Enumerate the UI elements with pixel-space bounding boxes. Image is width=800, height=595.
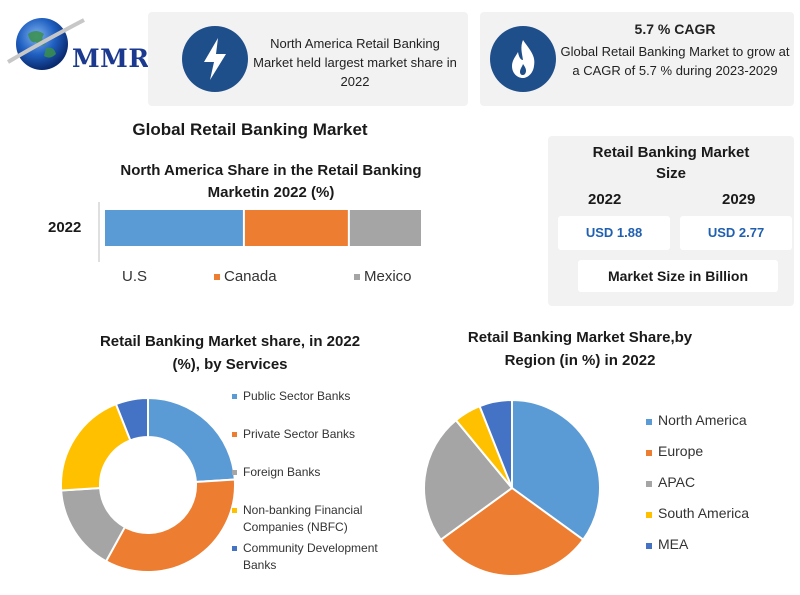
legend-foreign-banks: Foreign Banks <box>243 465 321 479</box>
legend-swatch <box>232 470 237 475</box>
slice-community-development-banks <box>114 398 149 442</box>
stacked-bar-title: North America Share in the Retail Bankin… <box>120 162 422 201</box>
slice-non-banking-financial-companies-nbfc <box>60 402 132 492</box>
slice-private-sector-banks <box>104 478 236 573</box>
slice-public-sector-banks <box>147 398 236 484</box>
stacked-bar-chart <box>98 202 421 262</box>
legend-mea: MEA <box>658 536 689 552</box>
legend-north-america: North America <box>658 412 747 428</box>
globe-icon <box>6 18 85 70</box>
legend-swatch-mexico <box>354 274 360 280</box>
info-card-text: Global Retail Banking Market to grow at … <box>560 44 790 78</box>
legend-mexico: Mexico <box>364 268 412 285</box>
bar-category-label: 2022 <box>48 219 82 236</box>
legend-swatch <box>646 543 652 549</box>
legend-swatch <box>646 419 652 425</box>
info-card-text: North America Retail Banking Market held… <box>253 36 457 89</box>
legend-swatch <box>646 512 652 518</box>
legend-us: U.S <box>122 268 148 285</box>
bar-segment-u-s <box>105 210 243 246</box>
year-2029-label: 2029 <box>722 191 756 208</box>
legend-community-development-banks: Community Development Banks <box>243 541 378 572</box>
slice-europe <box>439 486 585 577</box>
stacked-bar-legend: U.S Canada Mexico <box>100 266 440 286</box>
slice-apac <box>423 418 514 542</box>
mmr-logo: MMR <box>6 12 150 78</box>
slice-mea <box>478 398 513 489</box>
legend-swatch <box>646 481 652 487</box>
market-size-caption: Market Size in Billion <box>578 260 778 292</box>
legend-swatch <box>232 432 237 437</box>
value-2022: USD 1.88 <box>558 216 670 250</box>
flame-icon <box>490 26 556 92</box>
legend-public-sector-banks: Public Sector Banks <box>243 389 351 403</box>
legend-canada: Canada <box>224 268 277 285</box>
donut-chart <box>60 398 236 573</box>
legend-swatch <box>232 508 237 513</box>
market-size-title: Retail Banking Market Size <box>592 144 750 182</box>
value-2029: USD 2.77 <box>680 216 792 250</box>
market-size-card: Retail Banking Market Size 2022 2029 USD… <box>548 136 794 306</box>
slice-north-america <box>511 398 601 542</box>
legend-swatch <box>232 394 237 399</box>
page-title: Global Retail Banking Market <box>132 120 368 139</box>
year-2022-label: 2022 <box>588 191 622 208</box>
info-card-cagr: 5.7 % CAGR Global Retail Banking Market … <box>480 12 794 106</box>
legend-swatch-canada <box>214 274 220 280</box>
donut-chart-title: Retail Banking Market share, in 2022 (%)… <box>99 333 361 373</box>
info-card-north-america: North America Retail Banking Market held… <box>148 12 468 106</box>
legend-private-sector-banks: Private Sector Banks <box>243 427 356 441</box>
logo-text: MMR <box>72 44 150 73</box>
legend-apac: APAC <box>658 474 696 490</box>
donut-legend: Public Sector Banks Private Sector Banks… <box>232 386 412 576</box>
bar-segment-canada <box>244 210 348 246</box>
legend-swatch <box>646 450 652 456</box>
lightning-icon <box>182 26 248 92</box>
legend-europe: Europe <box>658 443 704 459</box>
legend-swatch <box>232 546 237 551</box>
cagr-heading: 5.7 % CAGR <box>634 21 716 37</box>
bar-segment-mexico <box>349 210 421 246</box>
region-pie-title: Retail Banking Market Share,by Region (i… <box>467 329 693 369</box>
legend-nbfc: Non-banking Financial Companies (NBFC) <box>243 503 363 534</box>
legend-south-america: South America <box>658 505 750 521</box>
region-pie-chart <box>423 398 601 577</box>
region-legend: North America Europe APAC South America … <box>646 412 796 562</box>
